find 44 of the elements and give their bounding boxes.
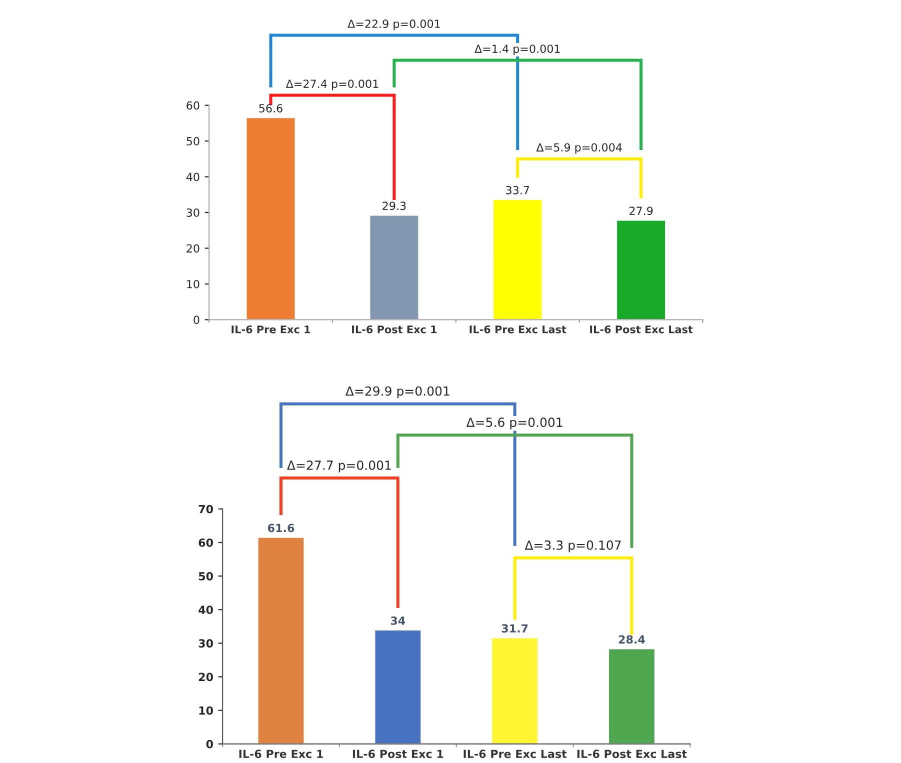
data-label: 61.6 (268, 524, 294, 532)
y-tick-label: 50 (186, 137, 200, 146)
y-tick-label: 0 (194, 316, 200, 324)
x-tick-label: IL-6 Post Exc 1 (352, 325, 437, 334)
data-label: 56.6 (259, 104, 282, 113)
x-tick-label: IL-6 Post Exc 1 (352, 750, 444, 758)
y-tick-label: 0 (206, 740, 213, 748)
x-tick-label: IL-6 Post Exc Last (590, 325, 693, 334)
y-tick-label: 30 (198, 639, 213, 648)
y-tick-label: 10 (187, 280, 200, 288)
x-tick-label: IL-6 Post Exc Last (577, 750, 687, 758)
x-tick-label: IL-6 Pre Exc 1 (239, 750, 323, 758)
y-tick-label: 10 (199, 706, 213, 715)
annotation: Δ=3.3 p=0.107 (524, 540, 621, 552)
bar (368, 214, 420, 320)
text: Δ=1.4 p=0.001 (474, 44, 560, 56)
bar (490, 636, 539, 744)
data-label: 27.9 (630, 206, 653, 216)
y-tick-label: 20 (198, 672, 213, 682)
data-label: 33.7 (506, 186, 530, 194)
data-label: 31.7 (502, 624, 528, 633)
x-tick-label: IL-6 Pre Exc Last (464, 750, 567, 758)
y-tick-label: 40 (198, 606, 213, 614)
bar (608, 648, 656, 744)
annotation: Δ=5.9 p=0.004 (536, 143, 622, 154)
y-tick-label: 40 (186, 172, 200, 182)
x-tick-label: IL-6 Pre Exc Last (470, 325, 566, 334)
y-tick-label: 20 (186, 244, 200, 253)
text: Δ=27.7 p=0.001 (287, 460, 391, 472)
y-tick-label: 50 (198, 572, 213, 580)
bar (616, 219, 666, 320)
data-label: 34 (390, 616, 406, 625)
y-tick-label: 60 (186, 101, 200, 110)
x-tick-label: IL-6 Pre Exc 1 (232, 325, 310, 334)
text: Δ=5.6 p=0.001 (466, 418, 562, 430)
text: Δ=27.4 p=0.001 (286, 80, 378, 90)
text: Δ=29.9 p=0.001 (345, 386, 450, 398)
data-label: 29.3 (382, 202, 406, 210)
text: Δ=22.9 p=0.001 (348, 20, 440, 30)
y-tick-label: 70 (198, 504, 213, 514)
data-label: 28.4 (618, 635, 645, 644)
y-tick-label: 60 (198, 538, 213, 547)
y-tick-label: 30 (186, 208, 200, 217)
bar (374, 629, 422, 744)
